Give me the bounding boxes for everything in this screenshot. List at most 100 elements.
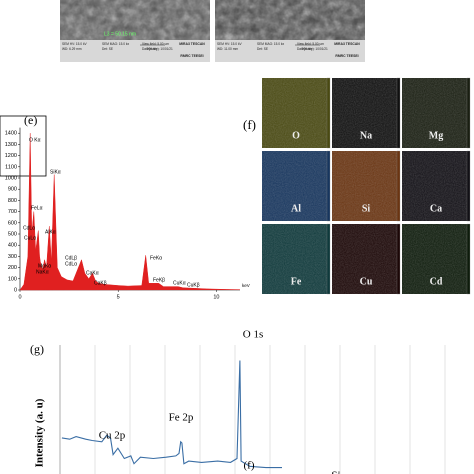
sem-texture: [215, 0, 365, 40]
y-tick-label: 1400: [5, 131, 17, 137]
y-tick-label: 800: [8, 198, 17, 204]
element-label: Cu: [360, 276, 373, 287]
map-colorbar: [466, 150, 471, 222]
panel-label: (e): [24, 113, 37, 127]
peak-label: CdLα: [23, 225, 35, 231]
sem-info: Det: SE: [257, 47, 268, 51]
panel-label: (f): [243, 117, 256, 132]
sem-brand: MIRA3 TESCAN: [334, 42, 360, 46]
sem-info: Date(m/d/y): 10/01/21: [297, 47, 328, 51]
y-tick-label: 900: [8, 187, 17, 193]
y-tick-label: 1000: [5, 175, 17, 181]
sem-info-bar: [215, 40, 365, 62]
map-colorbar: [466, 223, 471, 295]
y-tick-label: 500: [8, 231, 17, 237]
peak-label: Cu 2p: [99, 430, 126, 442]
element-label: Al: [291, 203, 301, 214]
panel-label: (g): [30, 342, 44, 356]
sem-lab: RMRC TEESEI: [335, 54, 358, 58]
peak-label: FeKβ: [153, 277, 165, 283]
map-grain: [402, 78, 470, 148]
map-colorbar: [326, 77, 331, 149]
element-label: Si: [362, 203, 371, 214]
map-grain: [262, 224, 330, 294]
y-tick-label: 1300: [5, 142, 17, 148]
partial-label: Si: [331, 470, 340, 474]
partial-label: (f): [244, 460, 255, 472]
sem-info: WD: 6.29 mm: [62, 47, 82, 51]
map-colorbar: [326, 150, 331, 222]
peak-label: O Kα: [29, 137, 41, 143]
sem-info-bar: [60, 40, 210, 62]
y-tick-label: 700: [8, 209, 17, 215]
map-grain: [402, 224, 470, 294]
element-label: O: [292, 130, 300, 141]
peak-label: MgKα: [38, 263, 51, 269]
sem-info: View field: 5.00 µm: [142, 42, 169, 46]
peak-label: CuKβ: [187, 282, 200, 288]
map-colorbar: [466, 77, 471, 149]
y-tick-label: 100: [8, 276, 17, 282]
y-axis-label: Intensity (a. u): [34, 398, 46, 467]
sem-panel: [60, 0, 365, 62]
x-axis-label: keV: [242, 283, 250, 288]
sem-info: SEM MAG: 15.0 kx: [102, 42, 130, 46]
y-tick-label: 200: [8, 265, 17, 271]
peak-label: CdLα: [65, 261, 77, 267]
y-tick-label: 600: [8, 220, 17, 226]
element-label: Fe: [291, 276, 302, 287]
sem-info: SEM HV: 15.0 kV: [62, 42, 88, 46]
element-label: Ca: [430, 203, 442, 214]
y-tick-label: 1100: [5, 164, 17, 170]
peak-label: CaKβ: [94, 280, 107, 286]
map-grain: [262, 151, 330, 221]
spectrum-line: [61, 360, 282, 469]
sem-brand: MIRA3 TESCAN: [179, 42, 205, 46]
element-label: Na: [360, 130, 372, 141]
map-colorbar: [396, 77, 401, 149]
y-tick-label: 400: [8, 243, 17, 249]
map-grain: [402, 151, 470, 221]
map-colorbar: [396, 150, 401, 222]
y-tick-label: 1200: [5, 153, 17, 159]
y-tick-label: 300: [8, 254, 17, 260]
element-label: Mg: [429, 130, 443, 141]
peak-label: AlKα: [45, 229, 56, 235]
element-label: Cd: [430, 276, 443, 287]
peak-label: CaKα: [86, 270, 99, 276]
sem-info: WD: 11.00 mm: [217, 47, 238, 51]
sem-annotation: L3 = 50.15 nm: [104, 31, 136, 37]
peak-label: O 1s: [243, 329, 263, 341]
sem-info: View field: 5.00 µm: [297, 42, 324, 46]
map-grain: [332, 151, 400, 221]
sem-lab: RMRC TEESEI: [180, 54, 203, 58]
map-colorbar: [396, 223, 401, 295]
peak-label: Fe 2p: [169, 412, 194, 424]
spectrum: [19, 133, 241, 291]
peak-label: CuKα: [173, 280, 186, 286]
peak-label: CuLα: [24, 235, 36, 241]
sem-info: Det: SE: [102, 47, 113, 51]
x-tick-label: 10: [213, 294, 219, 300]
sem-info: Date(m/d/y): 10/01/21: [142, 47, 173, 51]
y-tick-label: 0: [14, 287, 17, 293]
peak-label: FeKα: [150, 255, 162, 261]
peak-label: CdLβ: [65, 255, 77, 261]
peak-label: FeLα: [31, 205, 43, 211]
x-tick-label: 0: [18, 294, 21, 300]
scale-bar-label: 200 nm: [147, 47, 158, 51]
peak-label: SiKα: [50, 169, 61, 175]
map-colorbar: [326, 223, 331, 295]
sem-info: SEM HV: 15.0 kV: [217, 42, 243, 46]
peak-label: NaKα: [36, 269, 49, 275]
highlight-box: [0, 115, 47, 177]
scale-bar-label: 200 nm: [302, 47, 313, 51]
map-grain: [332, 224, 400, 294]
map-grain: [332, 78, 400, 148]
sem-info: SEM MAG: 15.0 kx: [257, 42, 285, 46]
sem-texture: [60, 0, 210, 40]
xps-frame: [59, 345, 446, 474]
map-grain: [262, 78, 330, 148]
x-tick-label: 5: [117, 294, 120, 300]
